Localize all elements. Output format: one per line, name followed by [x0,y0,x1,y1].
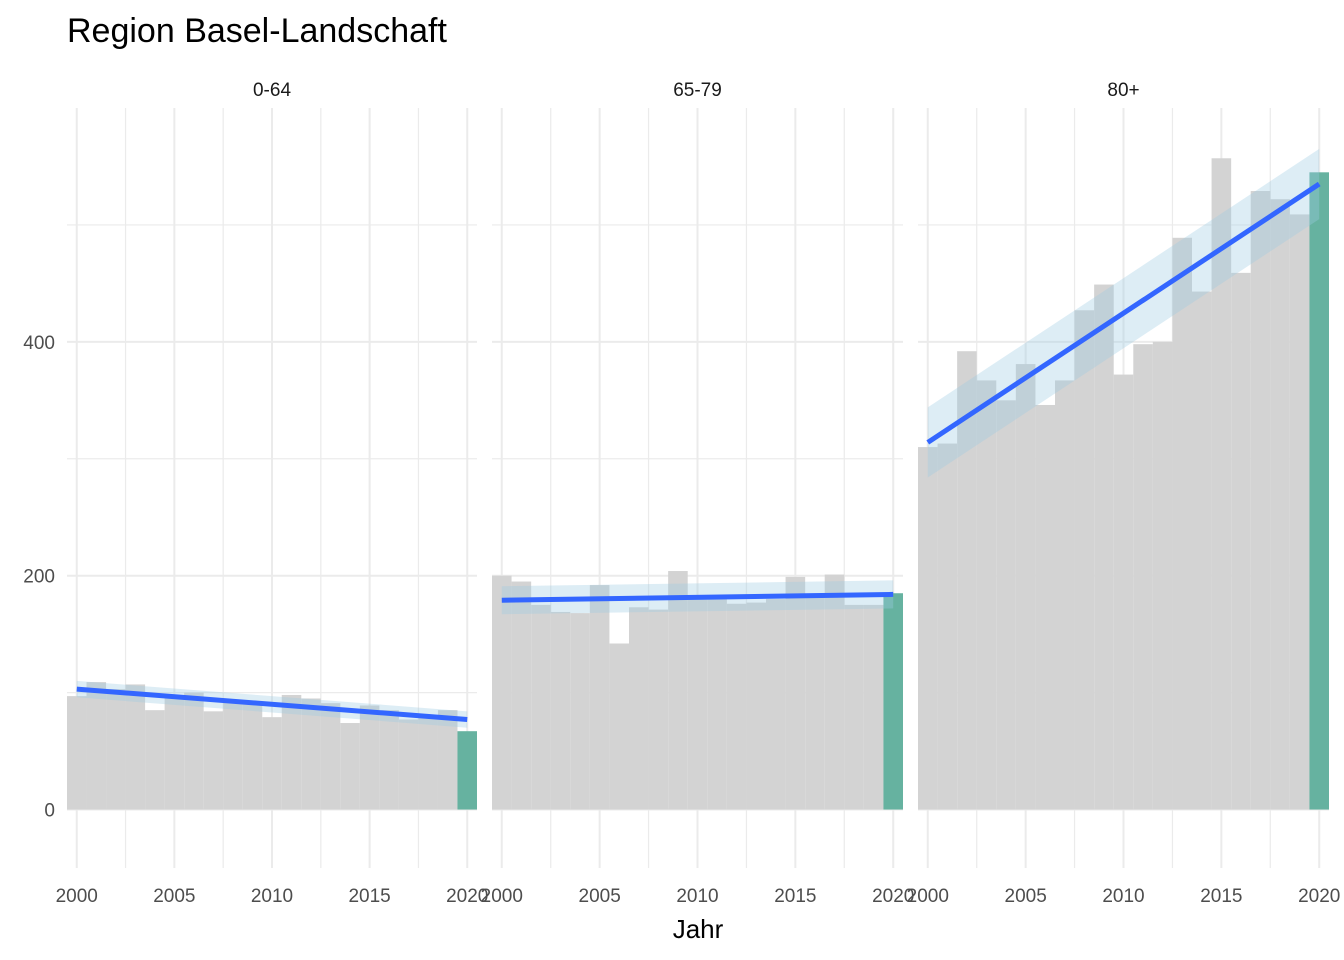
bar [687,599,708,810]
y-tick-label: 200 [23,567,55,588]
bar [726,603,747,810]
trend-line [501,591,894,603]
bar [996,400,1016,810]
bar [629,607,649,810]
bar [937,443,958,810]
bar [1133,344,1153,810]
chart-title: Region Basel-Landschaft [67,12,447,50]
x-tick-label: 2005 [153,886,195,907]
bar [379,710,399,810]
bar [1270,199,1290,810]
bar [1192,291,1212,810]
bar [1055,380,1075,810]
bar [550,611,571,810]
bar [320,703,341,810]
bar [1015,364,1036,810]
x-tick-label: 2000 [481,886,523,907]
x-tick-label: 2005 [1005,886,1047,907]
bar [957,351,977,810]
x-tick-label: 2010 [1102,886,1144,907]
bar [1035,404,1055,810]
bar [648,609,669,810]
bar [145,710,165,810]
x-tick-label: 2010 [676,886,718,907]
bar [1113,374,1134,810]
bar [492,575,512,810]
bar [511,581,532,810]
panel-65-79: 65-79 2000 2005 2010 2015 2020 [481,80,915,907]
x-tick-label: 2015 [1200,886,1242,907]
bar [1094,284,1114,810]
trend-line [76,686,468,723]
bar [1211,158,1232,810]
bar [863,604,884,810]
panel-0-64: 0-64 2000 2005 2010 2015 2020 [56,80,489,907]
panel-80+: 80+ 2000 2005 2010 2015 2020 [907,80,1341,907]
bar [184,692,204,810]
facet-panels: 0 200 400 0-64 2000 2005 2010 2015 2020 65-79 2000… [23,80,1340,907]
bar [746,602,766,810]
x-axis-title: Jahr [673,914,724,944]
bar [359,705,380,810]
bar [340,723,360,810]
x-tick-label: 2020 [446,886,488,907]
bar [668,571,688,810]
x-tick-label: 2000 [907,886,949,907]
bar [125,684,146,810]
bar [609,643,629,810]
bar [106,689,126,810]
x-tick-label: 2020 [872,886,914,907]
bar [531,604,551,810]
highlight-bar [883,593,903,810]
y-tick-label: 0 [44,801,55,822]
bar [281,694,302,810]
facet-label: 65-79 [673,80,722,101]
bar [1172,237,1192,810]
bar [262,717,282,810]
x-tick-label: 2020 [1298,886,1340,907]
facet-label: 80+ [1107,80,1139,101]
bar [805,595,825,810]
bar [844,604,864,810]
highlight-bar [457,731,477,810]
x-tick-label: 2015 [774,886,816,907]
bar [418,716,438,810]
bar [785,576,806,810]
bar [766,599,786,810]
bar [1289,214,1310,810]
x-tick-label: 2005 [579,886,621,907]
bar [589,585,610,810]
bar [223,700,243,810]
bar [824,574,845,810]
bar [301,698,321,810]
bar [976,380,997,810]
bar [570,613,590,810]
x-tick-label: 2000 [56,886,98,907]
bar [918,447,938,810]
bar [707,596,727,810]
bar [1250,191,1271,810]
bar [1231,272,1251,810]
bar [164,698,185,810]
bar [398,719,419,810]
bar [67,696,87,810]
y-tick-label: 400 [23,333,55,354]
bar [86,682,107,810]
highlight-bar [1309,172,1329,810]
bar [242,701,263,810]
x-tick-label: 2015 [348,886,390,907]
bar [203,711,224,810]
x-tick-label: 2010 [251,886,293,907]
bar [1152,341,1173,810]
bar [1074,310,1095,810]
trend-line [926,181,1321,445]
facet-label: 0-64 [253,80,291,101]
bar [437,710,458,810]
